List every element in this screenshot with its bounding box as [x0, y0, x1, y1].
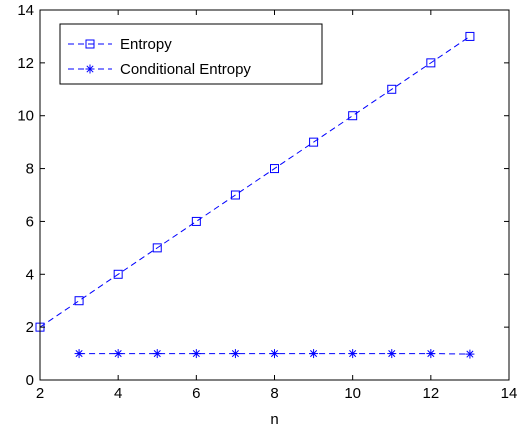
series-entropy [35, 31, 475, 332]
data-point [191, 216, 201, 226]
x-tick-label: 12 [422, 385, 439, 402]
legend-box [59, 23, 323, 85]
legend: Entropy Conditional Entropy [59, 23, 323, 85]
data-point [74, 349, 84, 359]
x-tick-label: 10 [344, 385, 361, 402]
y-tick-label: 10 [17, 108, 34, 125]
data-point [426, 349, 436, 359]
data-point [348, 349, 358, 359]
data-point [348, 111, 358, 121]
data-point [426, 58, 436, 68]
x-tick-label: 14 [501, 385, 517, 402]
y-tick-label: 2 [26, 319, 34, 336]
x-tick-label: 4 [114, 385, 122, 402]
x-axis-label: n [270, 411, 278, 428]
data-point [152, 349, 162, 359]
data-point [152, 243, 162, 253]
y-tick-label: 0 [26, 372, 34, 389]
series-layer [35, 31, 475, 359]
y-tick-label: 8 [26, 161, 34, 178]
data-point [465, 349, 475, 359]
x-tick-label: 6 [192, 385, 200, 402]
data-point [113, 269, 123, 279]
y-tick-label: 4 [26, 266, 34, 283]
data-point [113, 349, 123, 359]
data-point [230, 349, 240, 359]
data-point [309, 137, 319, 147]
data-point [309, 349, 319, 359]
data-point [387, 349, 397, 359]
legend-marker [85, 39, 95, 49]
y-tick-label: 14 [17, 2, 34, 19]
data-point [465, 31, 475, 41]
x-tick-label: 2 [36, 385, 44, 402]
data-point [230, 190, 240, 200]
legend-label: Entropy [120, 36, 172, 53]
data-point [270, 164, 279, 174]
data-point [191, 349, 201, 359]
data-point [270, 349, 279, 359]
legend-marker [85, 64, 95, 74]
y-tick-label: 12 [17, 55, 34, 72]
series-line [39, 36, 471, 328]
data-point [387, 84, 397, 94]
data-point [74, 296, 84, 306]
x-tick-label: 8 [270, 385, 278, 402]
legend-label: Conditional Entropy [120, 61, 251, 78]
y-tick-label: 6 [26, 213, 34, 230]
series-conditional-entropy [74, 349, 475, 359]
